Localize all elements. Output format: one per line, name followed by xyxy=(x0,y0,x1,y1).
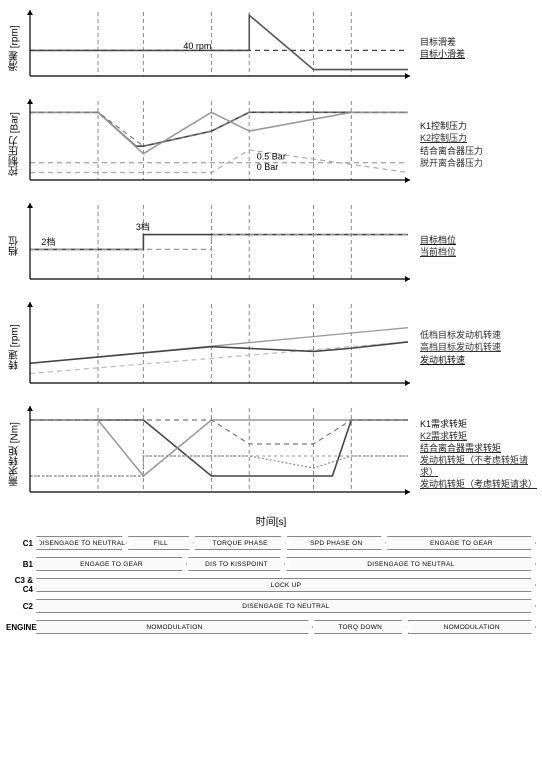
figure-page: 滑差 [rpm]40 rpm目标滑差目标小滑差控制压力 [Bar]0.5 Bar… xyxy=(0,0,542,647)
legend-item: 结合离合器压力 xyxy=(420,145,536,157)
phase-segment: ENGAGE TO GEAR xyxy=(387,536,536,550)
phase-segment: LOCK UP xyxy=(36,578,536,592)
legend-item: 当前档位 xyxy=(420,246,536,258)
phase-segment: ENGAGE TO GEAR xyxy=(36,557,187,571)
phase-bar: DISENGAGE TO NEUTRALFILLTORQUE PHASESPD … xyxy=(36,536,536,550)
legend-item: 目标滑差 xyxy=(420,36,536,48)
phase-segment: DISENGAGE TO NEUTRAL xyxy=(36,599,536,613)
phase-row-label: C2 xyxy=(6,602,36,611)
phase-row: C1DISENGAGE TO NEUTRALFILLTORQUE PHASESP… xyxy=(6,534,536,552)
legend-item: K1控制压力 xyxy=(420,120,536,132)
phase-row-label: ENGINE xyxy=(6,623,36,632)
legend-gear: 目标档位当前档位 xyxy=(416,201,536,291)
legend-item: 发动机转矩（不考虑转矩请求） xyxy=(420,454,536,478)
phase-segment: SPD PHASE ON xyxy=(287,536,386,550)
legend-slip: 目标滑差目标小滑差 xyxy=(416,8,536,88)
phase-bar: LOCK UP xyxy=(36,578,536,592)
phase-segment: TORQUE PHASE xyxy=(195,536,286,550)
chart-row-torque: 需求转矩 [Nm] K1需求转矩K2需求转矩结合离合器需求转矩发动机转矩（不考虑转… xyxy=(6,404,536,509)
phase-bar: DISENGAGE TO NEUTRAL xyxy=(36,599,536,613)
legend-item: 目标小滑差 xyxy=(420,48,536,60)
phase-segment: DISENGAGE TO NEUTRAL xyxy=(36,536,127,550)
svg-text:2档: 2档 xyxy=(41,236,55,247)
legend-item: 发动机转矩（考虑转矩请求） xyxy=(420,478,536,490)
svg-text:40 rpm: 40 rpm xyxy=(183,41,211,51)
phase-segment: DIS TO KISSPOINT xyxy=(188,557,285,571)
charts-container: 滑差 [rpm]40 rpm目标滑差目标小滑差控制压力 [Bar]0.5 Bar… xyxy=(6,8,536,509)
svg-text:0.5 Bar: 0.5 Bar xyxy=(257,152,286,162)
legend-item: 结合离合器需求转矩 xyxy=(420,442,536,454)
legend-item: 低档目标发动机转速 xyxy=(420,329,536,341)
chart-row-pressure: 控制压力 [Bar]0.5 Bar0 BarK1控制压力K2控制压力结合离合器压… xyxy=(6,97,536,197)
phase-row-label: B1 xyxy=(6,560,36,569)
phase-row-label: C1 xyxy=(6,539,36,548)
phase-bar: NOMODULATIONTORQ DOWNNOMODULATION xyxy=(36,620,536,634)
chart-slip: 40 rpm xyxy=(24,8,416,93)
phase-row: C2DISENGAGE TO NEUTRAL xyxy=(6,597,536,615)
chart-speed xyxy=(24,300,416,400)
phase-segment: NOMODULATION xyxy=(36,620,313,634)
x-axis-label: 时间[s] xyxy=(6,513,536,528)
legend-item: K2控制压力 xyxy=(420,132,536,144)
phase-row-label: C3 & C4 xyxy=(6,576,36,594)
chart-row-gear: 档位 3档 2档 目标档位当前档位 xyxy=(6,201,536,296)
phase-segment: TORQ DOWN xyxy=(314,620,407,634)
chart-torque xyxy=(24,404,416,509)
phase-row: ENGINENOMODULATIONTORQ DOWNNOMODULATION xyxy=(6,618,536,636)
legend-item: 高档目标发动机转速 xyxy=(420,341,536,353)
chart-gear: 3档 2档 xyxy=(24,201,416,296)
legend-item: 脱开离合器压力 xyxy=(420,157,536,169)
phase-row: C3 & C4LOCK UP xyxy=(6,576,536,594)
chart-pressure: 0.5 Bar0 Bar xyxy=(24,97,416,197)
phase-section: C1DISENGAGE TO NEUTRALFILLTORQUE PHASESP… xyxy=(6,534,536,636)
legend-pressure: K1控制压力K2控制压力结合离合器压力脱开离合器压力 xyxy=(416,97,536,192)
legend-speed: 低档目标发动机转速高档目标发动机转速发动机转速 xyxy=(416,300,536,395)
chart-row-speed: 转速 [rpm] 低档目标发动机转速高档目标发动机转速发动机转速 xyxy=(6,300,536,400)
phase-row: B1ENGAGE TO GEARDIS TO KISSPOINTDISENGAG… xyxy=(6,555,536,573)
y-axis-label: 控制压力 [Bar] xyxy=(6,97,24,192)
phase-segment: DISENGAGE TO NEUTRAL xyxy=(286,557,536,571)
y-axis-label: 需求转矩 [Nm] xyxy=(6,404,24,504)
y-axis-label: 滑差 [rpm] xyxy=(6,8,24,88)
svg-text:0 Bar: 0 Bar xyxy=(257,162,279,172)
legend-item: K1需求转矩 xyxy=(420,418,536,430)
legend-item: 目标档位 xyxy=(420,234,536,246)
legend-item: K2需求转矩 xyxy=(420,430,536,442)
chart-row-slip: 滑差 [rpm] 40 rpm 目标滑差目标小滑差 xyxy=(6,8,536,93)
phase-bar: ENGAGE TO GEARDIS TO KISSPOINTDISENGAGE … xyxy=(36,557,536,571)
y-axis-label: 档位 xyxy=(6,201,24,291)
phase-segment: FILL xyxy=(128,536,194,550)
svg-text:3档: 3档 xyxy=(136,221,150,232)
legend-item: 发动机转速 xyxy=(420,354,536,366)
legend-torque: K1需求转矩K2需求转矩结合离合器需求转矩发动机转矩（不考虑转矩请求）发动机转矩… xyxy=(416,404,536,504)
y-axis-label: 转速 [rpm] xyxy=(6,300,24,395)
phase-segment: NOMODULATION xyxy=(408,620,537,634)
